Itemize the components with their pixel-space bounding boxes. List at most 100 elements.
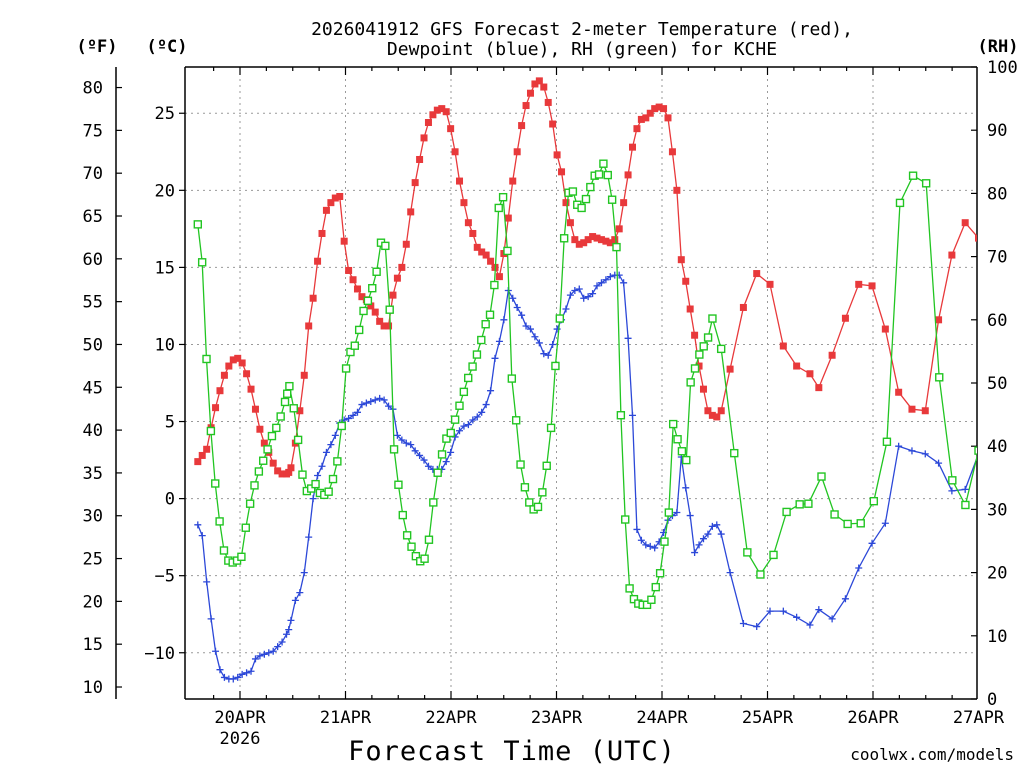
rh-point xyxy=(642,600,652,610)
temp-point xyxy=(504,214,512,222)
temp-point xyxy=(380,322,388,330)
temp-point xyxy=(194,458,202,466)
temp-point xyxy=(589,233,597,241)
tick-label-rh: 40 xyxy=(987,437,1007,457)
dewpoint-point xyxy=(442,458,450,466)
dewpoint-point xyxy=(407,441,415,449)
dewpoint-point xyxy=(274,643,282,651)
temp-point xyxy=(668,148,676,156)
temp-point xyxy=(526,89,534,97)
rh-point xyxy=(516,460,525,469)
dewpoint-point xyxy=(753,623,761,631)
rh-point xyxy=(690,364,700,373)
rh-point xyxy=(394,480,403,489)
temp-point xyxy=(739,303,747,311)
temp-point xyxy=(305,322,313,330)
rh-point xyxy=(202,354,211,364)
rh-point xyxy=(494,203,503,213)
rh-point xyxy=(695,350,704,359)
dewpoint-point xyxy=(234,673,242,681)
dewpoint-point xyxy=(766,607,774,615)
credit-text: coolwx.com/models xyxy=(850,745,1014,764)
temp-point xyxy=(238,359,246,367)
rh-point xyxy=(306,484,316,493)
temp-point xyxy=(424,118,432,126)
rh-point xyxy=(830,510,839,519)
temp-point xyxy=(766,280,774,288)
dewpoint-point xyxy=(331,431,339,439)
dewpoint-point xyxy=(198,532,206,540)
tick-label-f: 60 xyxy=(83,250,103,270)
dewpoint-point xyxy=(194,521,202,529)
rh-point xyxy=(272,423,281,433)
temp-point xyxy=(376,317,384,325)
rh-point xyxy=(703,333,713,342)
dewpoint-point xyxy=(212,647,220,655)
dewpoint-point xyxy=(287,616,295,624)
rh-point xyxy=(655,569,665,578)
dewpoint-point xyxy=(358,401,366,409)
rh-point xyxy=(961,500,970,510)
rh-point xyxy=(647,595,656,604)
temp-point xyxy=(593,234,601,242)
dewpoint-point xyxy=(571,287,579,295)
temp-point xyxy=(580,239,588,247)
dewpoint-point xyxy=(314,471,322,479)
temp-point xyxy=(535,77,543,85)
temp-point xyxy=(198,451,206,459)
rh-point xyxy=(219,546,229,555)
temp-point xyxy=(278,470,286,478)
dewpoint-point xyxy=(278,638,286,646)
dewpoint-point xyxy=(345,414,353,422)
rh-point xyxy=(372,267,381,276)
dewpoint-point xyxy=(285,626,293,634)
chart-title-line1: 2026041912 GFS Forecast 2-meter Temperat… xyxy=(311,19,853,40)
temp-point xyxy=(531,80,539,88)
rh-point xyxy=(285,381,294,391)
dewpoint-point xyxy=(562,305,570,313)
rh-point xyxy=(398,510,407,520)
temp-point xyxy=(637,115,645,123)
rh-point xyxy=(350,341,360,350)
temp-point xyxy=(779,342,787,350)
tick-label-rh: 60 xyxy=(987,311,1007,331)
tick-label-rh: 20 xyxy=(987,564,1007,584)
rh-point xyxy=(607,195,617,204)
dewpoint-point xyxy=(535,339,543,347)
dewpoint-point xyxy=(447,448,455,456)
temp-point xyxy=(815,384,823,392)
temp-point xyxy=(340,237,348,245)
temp-point xyxy=(473,243,481,251)
dewpoint-point xyxy=(624,334,632,342)
dewpoint-point xyxy=(247,667,255,675)
temp-point xyxy=(336,192,344,200)
temp-point xyxy=(438,105,446,113)
temp-point xyxy=(881,325,889,333)
dewpoint-point xyxy=(460,422,468,430)
dewpoint-point xyxy=(318,462,326,470)
temp-point xyxy=(806,370,814,378)
dewpoint-point xyxy=(726,569,734,577)
temp-point xyxy=(309,294,317,302)
temp-point xyxy=(704,407,712,415)
rh-point xyxy=(673,435,682,444)
rh-point xyxy=(668,419,678,429)
rh-point xyxy=(429,498,438,507)
tick-label-x: 25APR xyxy=(742,708,794,728)
dewpoint-point xyxy=(597,279,605,287)
temp-point xyxy=(575,240,583,248)
dewpoint-point xyxy=(509,294,517,302)
dewpoint-point xyxy=(708,522,716,530)
dewpoint-point xyxy=(633,525,641,533)
temp-point xyxy=(642,114,650,122)
dewpoint-point xyxy=(367,397,375,405)
dewpoint-point xyxy=(411,447,419,455)
temp-point xyxy=(513,148,521,156)
axes-layer: 10 15 20 25 30 35 40 45 50 55 60 65 70 75 80 −10 −5 0 5 10 1… xyxy=(83,58,1018,728)
rh-point xyxy=(359,306,368,316)
tick-label-rh: 0 xyxy=(987,690,997,710)
temp-point xyxy=(371,308,379,316)
rh-point xyxy=(477,335,486,345)
dewpoint-point xyxy=(895,442,903,450)
